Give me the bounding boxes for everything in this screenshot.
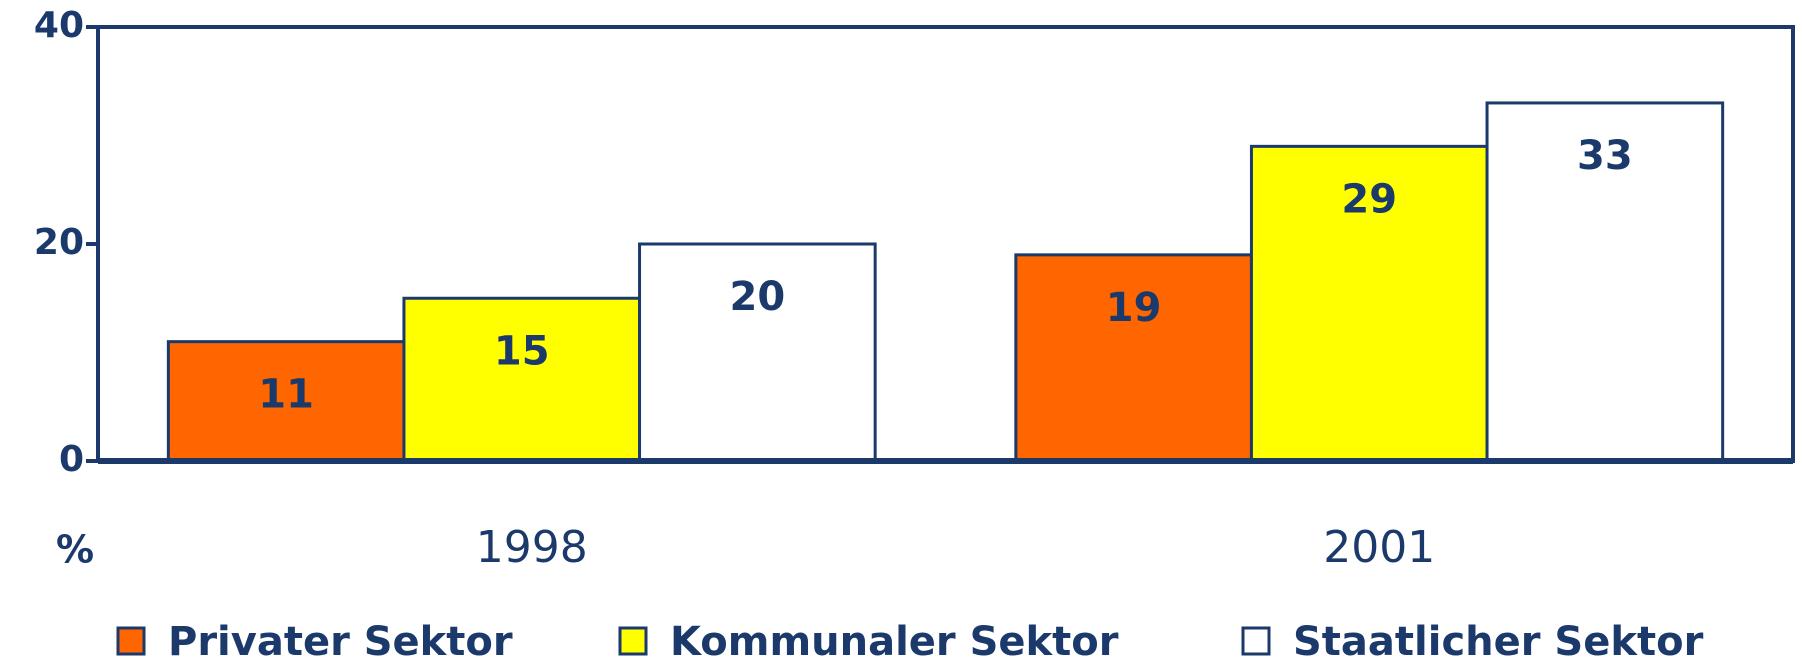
x-tick-label: 1998 xyxy=(476,522,588,573)
legend-swatch xyxy=(618,626,648,656)
legend-label: Privater Sektor xyxy=(168,619,513,665)
value-label: 33 xyxy=(1577,133,1633,179)
value-label: 29 xyxy=(1341,176,1397,222)
value-label: 19 xyxy=(1106,285,1162,331)
y-tick-label: 20 xyxy=(34,222,84,263)
value-label: 20 xyxy=(730,274,786,320)
bar xyxy=(1249,144,1489,463)
bar xyxy=(638,242,877,463)
legend-label: Staatlicher Sektor xyxy=(1293,619,1704,665)
bar xyxy=(402,296,642,463)
bar xyxy=(1485,101,1725,463)
y-tick-label: 0 xyxy=(59,439,84,480)
value-label: 15 xyxy=(494,328,550,374)
legend-swatch xyxy=(116,626,146,656)
value-label: 11 xyxy=(258,372,314,418)
y-tick-label: 40 xyxy=(34,5,84,46)
bar xyxy=(1014,253,1253,463)
y-axis-label: % xyxy=(56,528,94,572)
bar xyxy=(166,340,406,463)
legend-label: Kommunaler Sektor xyxy=(670,619,1119,665)
legend-swatch xyxy=(1241,626,1271,656)
x-tick-label: 2001 xyxy=(1323,522,1435,573)
